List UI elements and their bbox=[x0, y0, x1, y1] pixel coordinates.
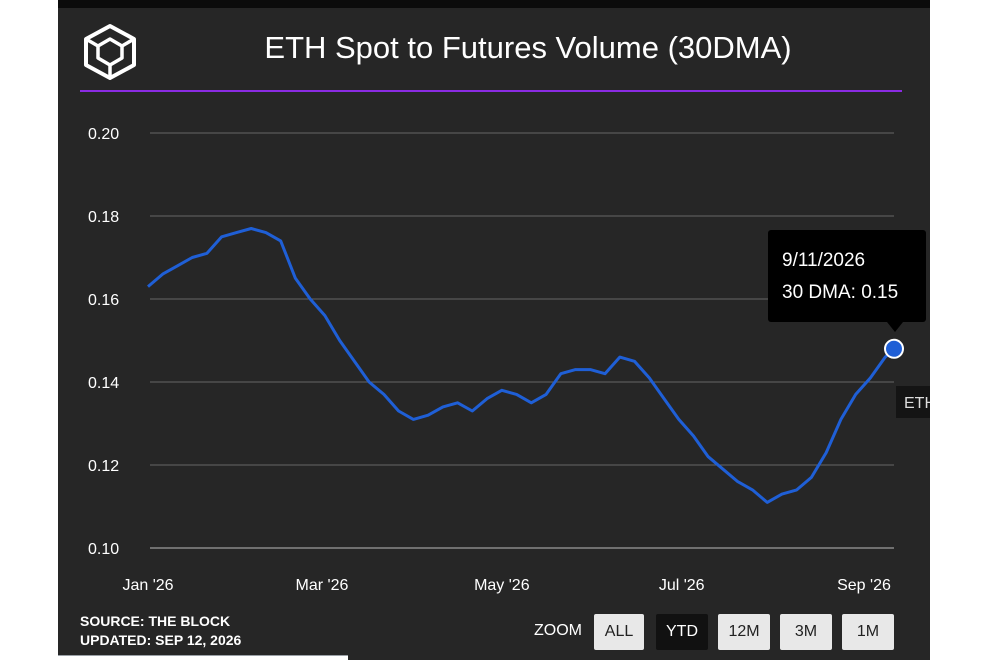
y-tick-label: 0.20 bbox=[88, 126, 119, 143]
y-tick-label: 0.10 bbox=[88, 541, 119, 558]
line-chart: 0.10 0.12 0.14 0.16 0.18 0.20 Jan '26 Mar '26 M… bbox=[58, 8, 930, 660]
x-tick-label: Sep '26 bbox=[837, 577, 891, 594]
y-tick-label: 0.12 bbox=[88, 458, 119, 475]
tooltip: 9/11/2026 30 DMA: 0.15 bbox=[768, 230, 926, 332]
grid-lines bbox=[150, 133, 894, 548]
legend-fragment: ETH bbox=[896, 386, 930, 418]
source-note: SOURCE: THE BLOCK UPDATED: SEP 12, 2026 bbox=[80, 612, 241, 650]
x-tick-label: Mar '26 bbox=[296, 577, 349, 594]
y-tick-label: 0.18 bbox=[88, 209, 119, 226]
x-tick-label: Jul '26 bbox=[659, 577, 705, 594]
x-axis-ticks: Jan '26 Mar '26 May '26 Jul '26 Sep '26 bbox=[122, 577, 891, 594]
source-line: SOURCE: THE BLOCK bbox=[80, 612, 241, 631]
zoom-all-button[interactable]: ALL bbox=[594, 614, 644, 650]
updated-line: UPDATED: SEP 12, 2026 bbox=[80, 631, 241, 650]
tooltip-value: 30 DMA: 0.15 bbox=[782, 282, 898, 303]
zoom-3m-button[interactable]: 3M bbox=[780, 614, 832, 650]
x-tick-label: Jan '26 bbox=[122, 577, 173, 594]
zoom-ytd-button[interactable]: YTD bbox=[656, 614, 708, 650]
tooltip-date: 9/11/2026 bbox=[782, 250, 865, 271]
legend-fragment-text: ETH bbox=[904, 395, 930, 412]
tooltip-box bbox=[768, 230, 926, 322]
bottom-strip bbox=[58, 655, 348, 661]
window-top-bar bbox=[58, 0, 930, 8]
hover-point-marker bbox=[885, 340, 903, 358]
x-tick-label: May '26 bbox=[474, 577, 530, 594]
tooltip-pointer bbox=[887, 322, 903, 332]
zoom-12m-button[interactable]: 12M bbox=[718, 614, 770, 650]
y-tick-label: 0.14 bbox=[88, 375, 119, 392]
y-tick-label: 0.16 bbox=[88, 292, 119, 309]
y-axis-ticks: 0.10 0.12 0.14 0.16 0.18 0.20 bbox=[88, 126, 119, 558]
zoom-1m-button[interactable]: 1M bbox=[842, 614, 894, 650]
zoom-label: ZOOM bbox=[534, 622, 582, 640]
